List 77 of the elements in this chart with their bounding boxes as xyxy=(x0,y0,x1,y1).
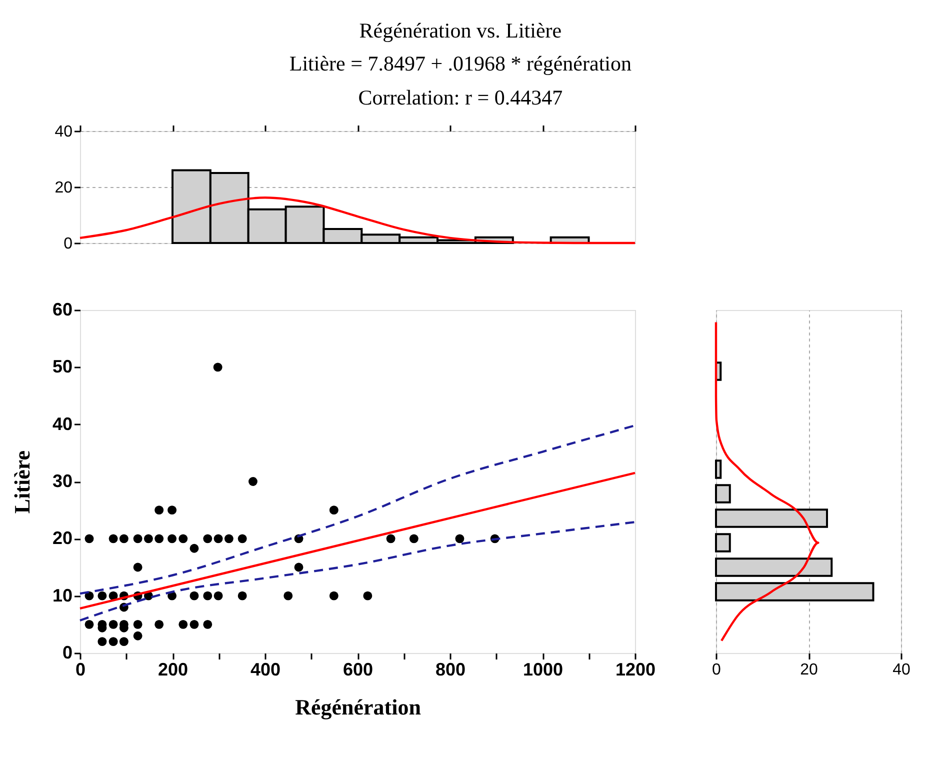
y-tick-label: 40 xyxy=(52,414,72,434)
point xyxy=(224,534,234,544)
point xyxy=(203,620,212,629)
point xyxy=(168,506,177,515)
x-tick-label: 1000 xyxy=(522,660,564,680)
point xyxy=(294,562,304,572)
point xyxy=(363,591,372,600)
point xyxy=(203,591,212,600)
bar xyxy=(715,582,874,602)
point xyxy=(329,591,338,600)
point xyxy=(178,620,188,629)
point xyxy=(84,620,94,629)
line-series xyxy=(78,424,636,595)
point xyxy=(248,477,258,486)
x-tick-label: 1200 xyxy=(615,660,656,680)
point xyxy=(238,534,247,544)
y-tick-label: 20 xyxy=(52,528,72,548)
point xyxy=(154,534,164,544)
point xyxy=(98,591,107,600)
x-tick-label: 200 xyxy=(158,660,188,680)
point xyxy=(190,591,199,600)
y-tick-label: 50 xyxy=(52,356,72,377)
point xyxy=(98,637,107,646)
point xyxy=(133,631,142,640)
point xyxy=(168,534,177,544)
line-series xyxy=(78,196,636,244)
point xyxy=(178,534,188,544)
point xyxy=(409,534,418,544)
y-tick-label: 0 xyxy=(62,642,72,662)
text: Correlation: r = 0.44347 xyxy=(358,86,563,110)
bar xyxy=(715,558,833,577)
bar xyxy=(715,460,722,479)
point xyxy=(119,637,128,646)
point xyxy=(84,591,94,600)
point xyxy=(144,534,153,544)
y-axis-title: Litière xyxy=(9,450,34,514)
chart-subtitle: Litière = 7.8497 + .01968 * régénération xyxy=(289,52,632,76)
point xyxy=(154,506,164,515)
point xyxy=(455,534,464,544)
y-tick-label: 30 xyxy=(52,471,72,491)
chart-title: Régénération vs. Litière xyxy=(359,18,562,42)
y-tick-label: 40 xyxy=(54,124,73,140)
point xyxy=(190,544,199,553)
point xyxy=(84,534,94,544)
point xyxy=(108,637,118,646)
x-tick-label: 0 xyxy=(712,662,722,678)
y-tick-label: 10 xyxy=(52,585,72,606)
x-tick-label: 20 xyxy=(800,662,818,678)
point xyxy=(119,534,128,544)
point xyxy=(329,506,338,515)
point xyxy=(238,591,247,600)
x-tick-label: 400 xyxy=(250,660,281,680)
x-tick-label: 800 xyxy=(435,660,466,680)
y-tick-label: 0 xyxy=(64,236,73,252)
point xyxy=(284,591,293,600)
y-tick-label: 60 xyxy=(52,300,72,320)
y-tick-label: 20 xyxy=(54,180,73,196)
point xyxy=(108,534,118,544)
bar xyxy=(715,533,731,552)
point xyxy=(203,534,212,544)
point xyxy=(133,562,142,572)
point xyxy=(386,534,396,544)
point xyxy=(214,591,223,600)
point xyxy=(214,534,223,544)
x-tick-label: 0 xyxy=(75,660,86,680)
bar xyxy=(715,508,828,528)
x-axis-title: Régénération xyxy=(295,694,421,720)
point xyxy=(133,620,142,629)
point xyxy=(108,620,118,629)
point xyxy=(133,534,142,544)
bar xyxy=(715,484,731,504)
line-series xyxy=(78,520,636,622)
x-tick-label: 40 xyxy=(892,662,910,678)
x-tick-label: 600 xyxy=(342,660,374,680)
point xyxy=(190,620,199,629)
point xyxy=(154,620,164,629)
point xyxy=(213,362,222,372)
